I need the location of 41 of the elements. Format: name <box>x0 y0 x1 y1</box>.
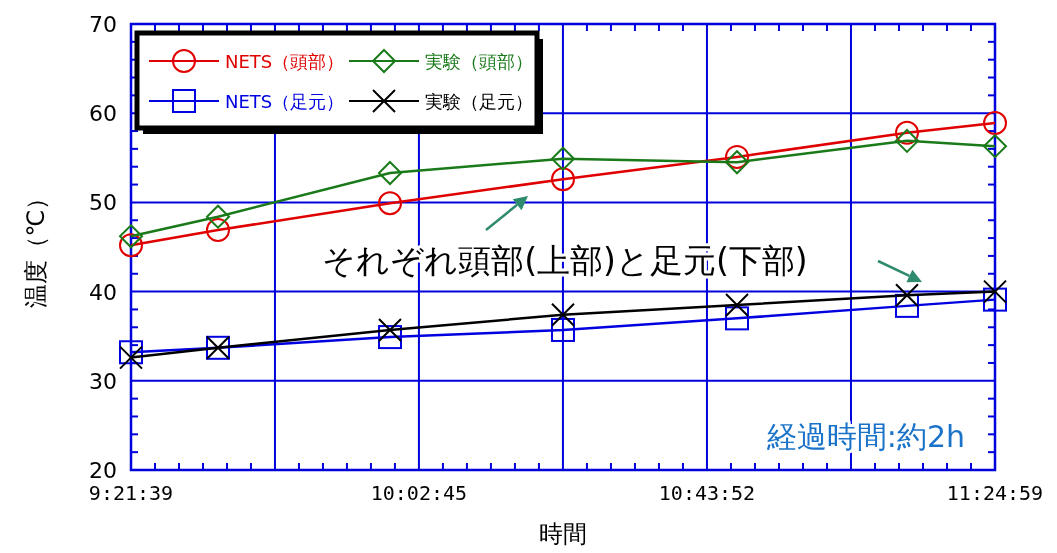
point <box>377 317 402 342</box>
point <box>551 167 575 192</box>
x-tick-label: 9:21:39 <box>88 481 174 505</box>
point <box>725 306 750 331</box>
x-tick-label: 10:02:45 <box>370 481 468 505</box>
point <box>894 120 919 145</box>
legend-label: NETS（足元） <box>225 91 345 112</box>
point <box>725 144 750 169</box>
point <box>377 191 402 216</box>
point <box>119 233 143 258</box>
y-tick-label: 40 <box>89 279 117 305</box>
y-tick-label: 60 <box>89 101 117 127</box>
point <box>205 204 230 229</box>
point <box>894 283 919 308</box>
y-tick-label: 20 <box>89 458 117 483</box>
y-tick-label: 70 <box>89 12 117 37</box>
point <box>983 134 1007 159</box>
point <box>983 279 1007 304</box>
point <box>205 218 230 243</box>
legend-label: 実験（足元） <box>425 91 533 112</box>
point <box>725 150 750 175</box>
y-tick-label: 30 <box>89 368 117 394</box>
point <box>119 345 143 370</box>
y-tick-label: 50 <box>89 190 117 216</box>
point <box>725 292 750 317</box>
legend-label: NETS（頭部） <box>225 51 345 72</box>
point <box>551 317 575 342</box>
y-axis-title: 温度（℃） <box>22 185 50 309</box>
point <box>551 302 575 327</box>
point <box>377 160 402 185</box>
x-tick-label: 10:43:52 <box>658 481 756 505</box>
legend-label: 実験（頭部） <box>425 51 533 72</box>
point <box>377 325 402 350</box>
point <box>551 146 575 171</box>
x-axis-title: 時間 <box>539 520 587 548</box>
point <box>119 224 143 249</box>
point <box>894 128 919 153</box>
point <box>119 340 143 365</box>
point <box>983 287 1007 312</box>
point <box>983 111 1007 136</box>
x-tick-label: 11:24:59 <box>946 481 1044 505</box>
